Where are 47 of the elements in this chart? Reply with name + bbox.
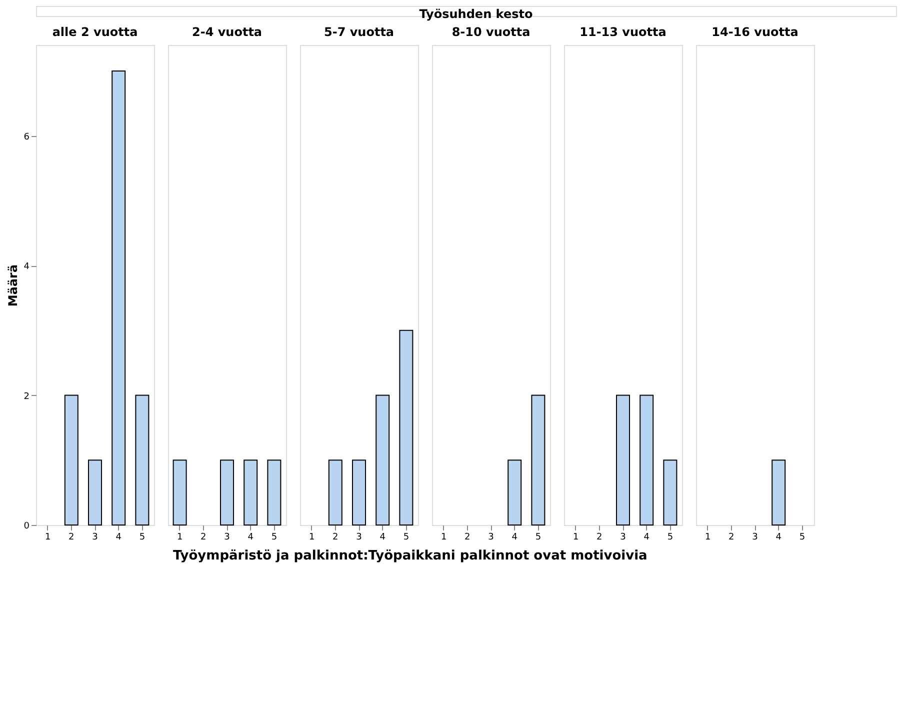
chart-title: 11-13 vuotta <box>580 25 666 39</box>
x-tick-label: 1 <box>440 532 447 542</box>
x-tick-label: 3 <box>92 532 98 542</box>
x-tick-label: 5 <box>139 532 146 542</box>
x-tick-label: 3 <box>752 532 758 542</box>
x-tick-label: 1 <box>704 532 711 542</box>
chart-title: 14-16 vuotta <box>712 25 798 39</box>
x-tick-label: 5 <box>271 532 278 542</box>
y-axis-title: Määrä <box>6 264 20 307</box>
y-tick-label: 0 <box>24 522 30 532</box>
x-tick-label: 3 <box>488 532 494 542</box>
chart-title: 2-4 vuotta <box>192 25 262 39</box>
chart-title: 5-7 vuotta <box>324 25 394 39</box>
chart-title: 8-10 vuotta <box>452 25 530 39</box>
x-tick-label: 1 <box>44 532 51 542</box>
x-tick-label: 3 <box>620 532 626 542</box>
x-tick-label: 2 <box>68 532 74 542</box>
x-tick-label: 1 <box>572 532 579 542</box>
x-tick-label: 5 <box>403 532 410 542</box>
x-tick-label: 4 <box>380 532 386 542</box>
text: Työsuhden kesto <box>419 7 533 21</box>
chart-title: alle 2 vuotta <box>52 25 138 39</box>
bar <box>88 460 102 526</box>
x-tick-label: 3 <box>224 532 230 542</box>
x-tick-label: 4 <box>116 532 122 542</box>
x-axis-title: Työympäristö ja palkinnot:Työpaikkani palkinnot ovat motivoivia <box>172 548 648 564</box>
x-tick-label: 4 <box>248 532 254 542</box>
x-tick-label: 2 <box>596 532 602 542</box>
x-tick-label: 2 <box>200 532 206 542</box>
bar <box>135 394 150 526</box>
bar <box>64 394 78 526</box>
x-tick-label: 2 <box>464 532 470 542</box>
y-tick-label: 2 <box>24 392 30 402</box>
x-tick-label: 4 <box>644 532 650 542</box>
y-tick-label: 4 <box>24 262 30 272</box>
x-tick-label: 5 <box>535 532 542 542</box>
x-tick-label: 4 <box>512 532 518 542</box>
x-tick-label: 1 <box>176 532 183 542</box>
x-tick-label: 1 <box>308 532 315 542</box>
x-tick-label: 2 <box>332 532 338 542</box>
x-tick-label: 4 <box>776 532 782 542</box>
bar <box>112 70 126 526</box>
x-tick-label: 2 <box>728 532 734 542</box>
x-tick-label: 5 <box>667 532 674 542</box>
y-tick-label: 6 <box>24 132 30 142</box>
x-tick-label: 5 <box>799 532 806 542</box>
x-tick-label: 3 <box>356 532 362 542</box>
